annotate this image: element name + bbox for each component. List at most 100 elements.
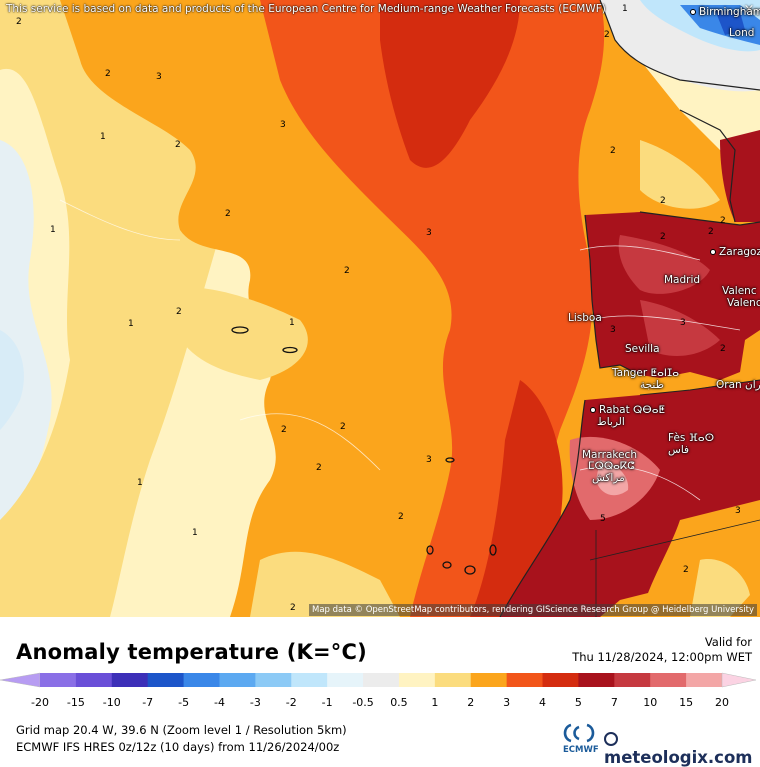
isoline-label: 2: [16, 17, 22, 27]
isoline-label: 3: [680, 318, 686, 328]
color-scale-tick-label: -10: [102, 696, 121, 709]
city-label-lisboa: Lisboa: [568, 312, 602, 324]
color-scale-tick-label: 3: [503, 696, 511, 709]
color-scale-swatch: [40, 673, 77, 687]
grid-map-info: Grid map 20.4 W, 39.6 N (Zoom level 1 / …: [16, 723, 347, 737]
color-scale-tick-label: -5: [178, 696, 190, 709]
color-scale-swatch: [327, 673, 364, 687]
isoline-label: 1: [192, 528, 198, 538]
isoline-label: 2: [660, 196, 666, 206]
color-scale-tick-label: 4: [539, 696, 547, 709]
city-label-london: Lond: [729, 27, 755, 39]
color-scale-tick-label: -2: [285, 696, 297, 709]
color-scale-tick-label: -3: [249, 696, 261, 709]
isoline-label: 2: [281, 425, 287, 435]
color-scale-swatch: [686, 673, 723, 687]
isoline-label: 3: [156, 72, 162, 82]
color-scale-tick-label: -20: [31, 696, 49, 709]
color-scale-swatch: [542, 673, 579, 687]
map-canvas: [0, 0, 760, 617]
city-label-sevilla: Sevilla: [625, 343, 660, 355]
color-scale-tick-label: 20: [715, 696, 729, 709]
city-label-rabat: Rabat ⵕⴱⴰⵟ: [590, 404, 665, 416]
city-label-marrakech-tz: ⵎⵕⵕⴰⴽⵛ: [588, 460, 635, 472]
color-scale-swatch: [578, 673, 615, 687]
color-scale-swatch: [183, 673, 220, 687]
isoline-label: 2: [344, 266, 350, 276]
color-scale-swatch: [506, 673, 544, 687]
color-scale-swatch: [434, 673, 472, 687]
isoline-label: 2: [398, 512, 404, 522]
color-scale-swatch: [147, 673, 185, 687]
isoline-label: 3: [735, 506, 741, 516]
color-scale-tick-label: -15: [66, 696, 85, 709]
color-scale-tick-label: 0.5: [390, 696, 408, 709]
isoline-label: 1: [137, 478, 143, 488]
map-data-attribution: Map data © OpenStreetMap contributors, r…: [309, 604, 757, 616]
color-scale-tick-label: 5: [574, 696, 582, 709]
color-scale-swatch: [255, 673, 292, 687]
color-scale-swatch: [398, 673, 436, 687]
isoline-label: 2: [316, 463, 322, 473]
color-scale-tick-label: 1: [431, 696, 439, 709]
ecmwf-logo-icon: [563, 723, 595, 743]
isoline-label: 2: [176, 307, 182, 317]
city-label-birmingham: Birmingham: [690, 6, 760, 18]
isoline-label: 2: [290, 603, 296, 613]
color-scale-swatch: [363, 673, 400, 687]
meteologix-brand-text: meteologix.com: [604, 748, 753, 767]
close-icon[interactable]: ×: [743, 2, 755, 17]
color-scale-tick-label: -4: [213, 696, 225, 709]
color-scale-tick-label: 2: [467, 696, 475, 709]
valid-for-label: Valid for: [704, 635, 752, 649]
color-scale-tick-label: -1: [321, 696, 333, 709]
ecmwf-logo-text: ECMWF: [563, 745, 599, 755]
isoline-label: 2: [720, 344, 726, 354]
city-label-fes: Fès ⴼⴰⵙ: [668, 432, 715, 444]
color-scale-tick-label: -7: [142, 696, 154, 709]
city-label-madrid: Madrid: [664, 274, 701, 286]
meteologix-logo[interactable]: meteologix.com: [604, 729, 760, 767]
isoline-label: 1: [289, 318, 295, 328]
city-label-valencia-1: Valenc: [722, 285, 757, 297]
isoline-label: 2: [660, 232, 666, 242]
anomaly-map[interactable]: This service is based on data and produc…: [0, 0, 760, 617]
isoline-label: 3: [426, 455, 432, 465]
color-scale-swatch: [470, 673, 508, 687]
city-label-oran: Oran وهران: [716, 379, 760, 391]
color-scale-tick-label: 15: [679, 696, 694, 709]
isoline-label: 2: [340, 422, 346, 432]
color-scale-tick-label: 7: [610, 696, 618, 709]
city-label-zaragoza: Zaragoz: [710, 246, 760, 258]
isoline-label: 2: [225, 209, 231, 219]
isoline-label: 1: [100, 132, 106, 142]
city-label-marrakech: Marrakech: [582, 449, 637, 461]
color-scale-tick-label: -0.5: [352, 696, 374, 709]
legend-panel: Anomaly temperature (K=°C) Valid for Thu…: [0, 617, 760, 767]
isoline-label: 2: [720, 216, 726, 226]
color-scale-swatch: [111, 673, 149, 687]
ecmwf-attribution: This service is based on data and produc…: [6, 3, 606, 15]
isoline-label: 3: [426, 228, 432, 238]
city-label-marrakech-ar: مراكش: [592, 472, 625, 484]
isoline-label: 5: [600, 514, 606, 524]
isoline-label: 2: [708, 227, 714, 237]
legend-title: Anomaly temperature (K=°C): [16, 640, 367, 664]
color-scale-arrow-high: [721, 672, 757, 688]
model-run-info: ECMWF IFS HRES 0z/12z (10 days) from 11/…: [16, 740, 340, 754]
color-scale-swatch: [75, 673, 113, 687]
valid-for-datetime: Thu 11/28/2024, 12:00pm WET: [572, 650, 752, 664]
isoline-label: 1: [622, 4, 628, 14]
isoline-label: 1: [50, 225, 56, 235]
city-label-valencia-2: Valenc: [727, 297, 760, 309]
isoline-label: 2: [105, 69, 111, 79]
isoline-label: 2: [683, 565, 689, 575]
city-label-tanger: Tanger ⵟⴰⵏⵊⴰ: [612, 367, 680, 379]
city-label-tanger-ar: طنجة: [640, 379, 664, 391]
meteologix-logo-icon: [604, 732, 618, 746]
isoline-label: 2: [175, 140, 181, 150]
color-scale-bar: [0, 672, 757, 688]
color-scale-swatch: [614, 673, 651, 687]
isoline-label: 1: [128, 319, 134, 329]
color-scale-tick-label: 10: [643, 696, 658, 709]
